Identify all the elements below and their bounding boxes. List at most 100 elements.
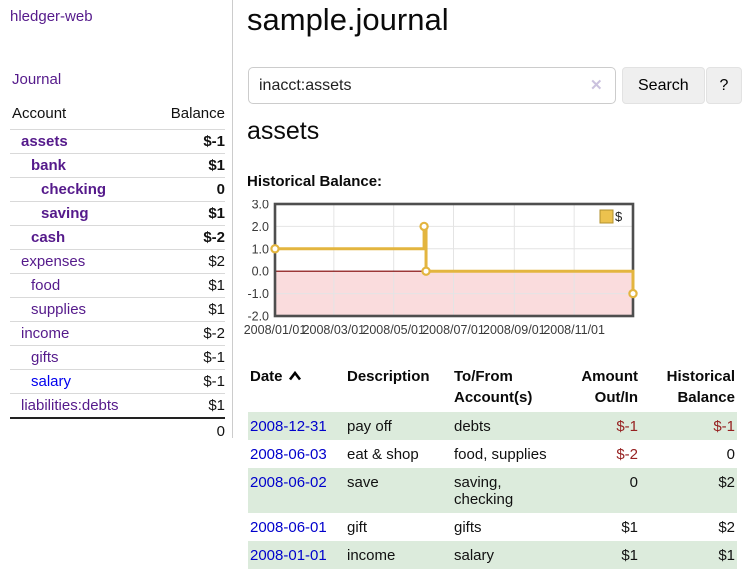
register-row: 2008-06-03 eat & shop food, supplies $-2 0: [248, 440, 737, 468]
accounts-header-balance: Balance: [170, 105, 225, 122]
account-link[interactable]: income: [21, 325, 70, 342]
account-row: checking 0: [10, 177, 225, 202]
app-brand-link[interactable]: hledger-web: [10, 8, 93, 25]
transaction-accounts: food, supplies: [454, 446, 547, 463]
register-header-balance: Historical Balance: [666, 368, 735, 406]
account-link[interactable]: liabilities:debts: [21, 397, 119, 414]
register-header-row: Date Description To/From Account(s) Amou…: [248, 362, 737, 412]
chart-title: Historical Balance:: [247, 173, 383, 190]
transaction-date-link[interactable]: 2008-01-01: [250, 547, 327, 564]
transaction-amount: 0: [629, 474, 638, 491]
x-tick-label: 2008/05/01: [362, 323, 425, 337]
account-balance: $-1: [151, 345, 225, 370]
transaction-accounts: gifts: [454, 519, 482, 536]
accounts-rows: assets $-1 bank $1 checking 0 saving $1 cash $-2 e…: [10, 129, 225, 418]
register-row: 2008-01-01 income salary $1 $1: [248, 541, 737, 569]
account-balance: 0: [151, 177, 225, 202]
search-input[interactable]: [248, 67, 616, 104]
account-row: expenses $2: [10, 249, 225, 274]
transaction-amount: $-2: [616, 446, 638, 463]
register-row: 2008-12-31 pay off debts $-1 $-1: [248, 412, 737, 440]
legend-label: $: [615, 209, 623, 224]
account-link[interactable]: salary: [31, 373, 72, 390]
account-row: gifts $-1: [10, 345, 225, 370]
account-balance: $1: [151, 153, 225, 178]
chart-canvas: $3.0 2.0 1.0 0.0 -1.0 -2.02008/01/012008/03/0…: [244, 198, 638, 337]
account-balance: $-2: [151, 321, 225, 346]
transaction-accounts: salary: [454, 547, 495, 564]
account-link[interactable]: food: [31, 277, 61, 294]
x-tick-label: 2008/09/01: [483, 323, 546, 337]
x-tick-label: 2008/07/01: [422, 323, 485, 337]
transaction-date-link[interactable]: 2008-12-31: [250, 418, 327, 435]
account-balance: $1: [151, 393, 225, 418]
search-form: ✕ Search ?: [248, 67, 742, 105]
account-link[interactable]: cash: [31, 229, 66, 246]
account-row: liabilities:debts $1: [10, 393, 225, 418]
transaction-date-link[interactable]: 2008-06-01: [250, 519, 327, 536]
page-title: sample.journal: [247, 2, 449, 37]
data-point-marker: [270, 244, 280, 254]
y-tick-label: 3.0: [252, 200, 269, 212]
account-balance: $1: [151, 201, 225, 226]
x-tick-label: 2008/01/01: [244, 323, 307, 337]
accounts-table-header-row: Account Balance: [10, 102, 225, 130]
account-balance: $1: [151, 273, 225, 298]
transaction-description: gift: [347, 519, 368, 536]
register-rows: 2008-12-31 pay off debts $-1 $-1 2008-06-03 ea…: [248, 412, 737, 569]
transaction-date-link[interactable]: 2008-06-02: [250, 474, 327, 491]
transaction-balance: 0: [726, 446, 735, 463]
register-header-date[interactable]: Date: [248, 362, 345, 412]
accounts-table: Account Balance assets $-1 bank $1 checking 0…: [10, 102, 225, 444]
data-point-marker: [421, 266, 431, 276]
transaction-balance: $-1: [713, 418, 735, 435]
account-row: supplies $1: [10, 297, 225, 322]
y-tick-label: -1.0: [247, 287, 269, 301]
account-row: income $-2: [10, 321, 225, 346]
account-link[interactable]: gifts: [31, 349, 59, 366]
register-table: Date Description To/From Account(s) Amou…: [248, 362, 737, 569]
clear-search-icon[interactable]: ✕: [590, 77, 603, 94]
y-tick-label: 2.0: [252, 220, 269, 234]
account-link[interactable]: supplies: [31, 301, 87, 318]
account-link[interactable]: assets: [21, 133, 68, 150]
account-row: cash $-2: [10, 225, 225, 250]
account-link[interactable]: saving: [41, 205, 89, 222]
account-balance: $2: [151, 249, 225, 274]
transaction-description: income: [347, 547, 396, 564]
account-balance: $-1: [151, 129, 225, 154]
register-row: 2008-06-01 gift gifts $1 $2: [248, 513, 737, 541]
account-row: salary $-1: [10, 369, 225, 394]
transaction-accounts: saving, checking: [454, 474, 514, 508]
transaction-date-link[interactable]: 2008-06-03: [250, 446, 327, 463]
search-button[interactable]: Search: [622, 67, 705, 104]
chevron-up-icon: [288, 370, 301, 381]
account-row: food $1: [10, 273, 225, 298]
help-button[interactable]: ?: [706, 67, 742, 104]
historical-balance-chart: $3.0 2.0 1.0 0.0 -1.0 -2.0 2008/01/01 2008/03/0…: [242, 198, 642, 345]
register-header-amount: Amount Out/In: [581, 368, 638, 406]
transaction-balance: $1: [718, 547, 735, 564]
transaction-balance: $2: [718, 474, 735, 491]
register-header-accounts: To/From Account(s): [454, 368, 533, 406]
sidebar-item-journal[interactable]: Journal: [12, 71, 62, 88]
account-balance: $-2: [151, 225, 225, 250]
y-tick-label: 1.0: [252, 242, 269, 256]
account-row: bank $1: [10, 153, 225, 178]
accounts-total-balance: 0: [151, 417, 225, 444]
register-row: 2008-06-02 save saving, checking 0 $2: [248, 468, 737, 513]
account-balance: $1: [151, 297, 225, 322]
y-tick-label: -2.0: [247, 310, 269, 324]
account-link[interactable]: expenses: [21, 253, 86, 270]
transaction-balance: $2: [718, 519, 735, 536]
transaction-accounts: debts: [454, 418, 491, 435]
accounts-header-account: Account: [12, 105, 67, 122]
y-tick-label: 0.0: [252, 265, 269, 279]
data-point-marker: [419, 221, 429, 232]
transaction-amount: $1: [621, 519, 638, 536]
transaction-amount: $1: [621, 547, 638, 564]
data-point-marker: [628, 288, 638, 299]
account-link[interactable]: bank: [31, 157, 67, 174]
account-link[interactable]: checking: [41, 181, 107, 198]
x-tick-label: 2008/03/01: [303, 323, 366, 337]
